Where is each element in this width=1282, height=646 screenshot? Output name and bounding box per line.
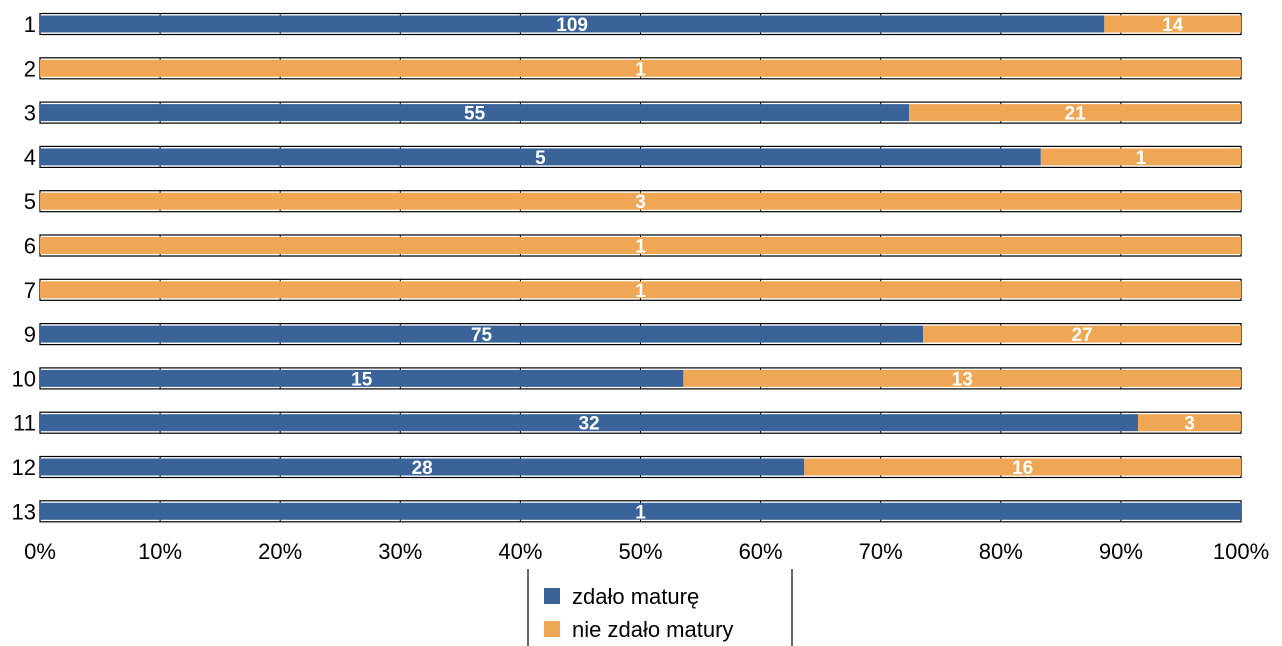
category-label: 7 (24, 278, 36, 303)
data-label: 32 (578, 414, 599, 435)
data-label: 14 (1162, 15, 1184, 36)
data-label: 27 (1071, 325, 1092, 346)
data-label: 16 (1012, 458, 1033, 479)
gridlines (39, 12, 1242, 523)
category-label: 6 (24, 234, 36, 259)
category-label: 13 (12, 499, 36, 524)
category-label: 2 (24, 56, 36, 81)
data-label: 5 (535, 148, 546, 169)
bar-segment-failed-row-2 (40, 59, 1241, 77)
bar-segment-passed-row-4 (40, 148, 1041, 166)
x-axis-ticks: 0% 10% 20% 30% 40% 50% 60% 70% 80% 90% 100% (24, 539, 1269, 564)
x-tick-label: 90% (1099, 539, 1143, 564)
legend-swatch (544, 588, 560, 604)
x-tick-label: 100% (1213, 539, 1269, 564)
bar-segment-failed-row-6 (40, 237, 1241, 254)
data-label: 1 (635, 281, 646, 302)
data-label: 1 (635, 502, 646, 523)
bar-segment-failed-row-7 (40, 281, 1241, 299)
x-tick-label: 40% (498, 539, 542, 564)
bar-segment-passed-row-11 (40, 414, 1139, 432)
bar-segment-failed-row-11 (1138, 414, 1241, 432)
category-label: 5 (24, 189, 36, 214)
bar-segment-passed-row-9 (40, 325, 924, 343)
category-label: 9 (24, 322, 36, 347)
bar-segment-passed-row-3 (40, 104, 910, 122)
bar-segment-passed-row-12 (40, 458, 805, 476)
bar-segment-failed-row-9 (923, 325, 1241, 343)
bar-segment-passed-row-1 (40, 15, 1105, 33)
category-label: 4 (24, 145, 36, 170)
legend-label: nie zdało matury (572, 617, 733, 642)
data-label: 3 (635, 192, 646, 213)
category-label: 10 (12, 366, 36, 391)
data-label: 1 (1136, 148, 1147, 169)
bar-segment-passed-row-13 (40, 502, 1241, 520)
x-tick-label: 70% (859, 539, 903, 564)
x-tick-label: 60% (739, 539, 783, 564)
x-tick-label: 10% (138, 539, 182, 564)
data-label: 3 (1184, 414, 1195, 435)
category-label: 3 (24, 101, 36, 126)
category-label: 1 (24, 12, 36, 37)
bar-segment-failed-row-1 (1104, 15, 1241, 33)
legend-label: zdało maturę (572, 584, 699, 609)
data-label: 28 (412, 458, 433, 479)
x-tick-label: 80% (979, 539, 1023, 564)
bar-segment-failed-row-12 (804, 458, 1241, 476)
data-label: 55 (464, 104, 486, 125)
legend: zdało maturę nie zdało matury (527, 569, 793, 646)
bar-segment-failed-row-4 (1040, 148, 1241, 166)
category-label: 12 (12, 455, 36, 480)
bar-segment-failed-row-3 (909, 104, 1241, 122)
x-tick-label: 50% (618, 539, 662, 564)
x-tick-label: 20% (258, 539, 302, 564)
data-label: 75 (471, 325, 493, 346)
x-tick-label: 0% (24, 539, 56, 564)
x-tick-label: 30% (378, 539, 422, 564)
data-label: 21 (1065, 104, 1087, 125)
data-label: 15 (351, 369, 373, 390)
legend-swatch (544, 621, 560, 637)
bar-segment-passed-row-10 (40, 369, 684, 387)
category-label: 11 (13, 411, 36, 436)
data-label: 1 (635, 237, 646, 258)
data-label: 1 (635, 59, 646, 80)
data-label: 13 (952, 369, 973, 390)
bar-segment-failed-row-5 (40, 192, 1241, 210)
bar-segment-failed-row-10 (683, 369, 1241, 387)
data-label: 109 (556, 15, 588, 36)
